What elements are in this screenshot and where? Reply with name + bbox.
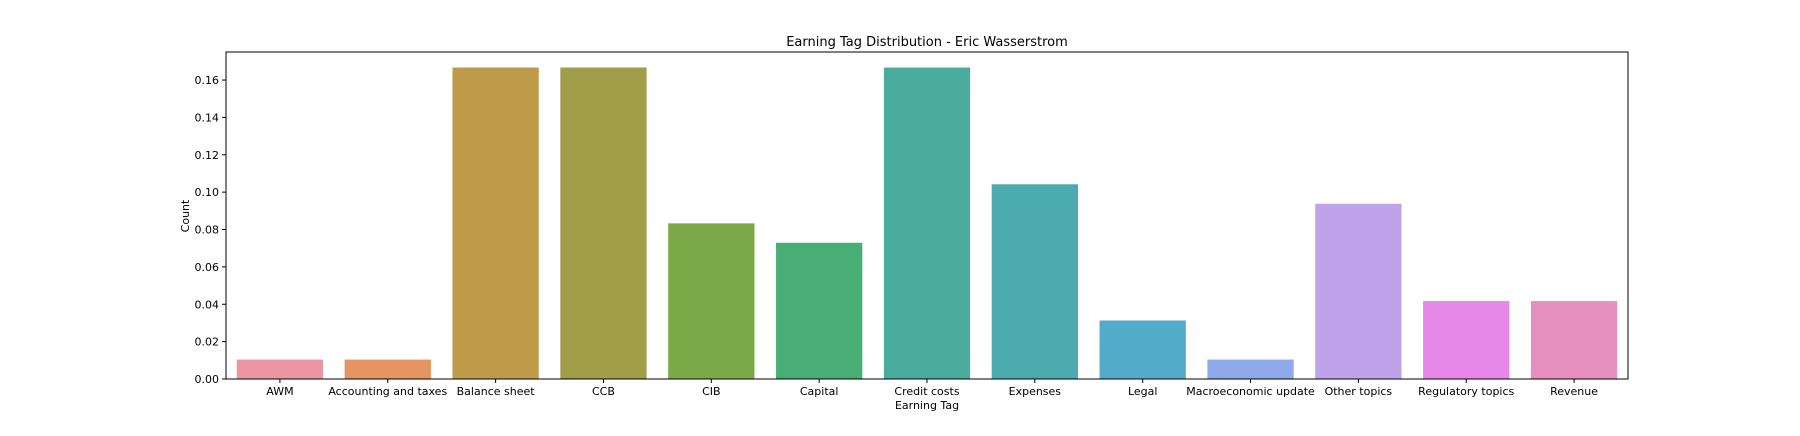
x-tick-label: Balance sheet <box>457 385 536 398</box>
y-tick-label: 0.08 <box>195 224 220 237</box>
bar-2 <box>452 67 539 379</box>
y-tick-label: 0.00 <box>195 373 220 386</box>
bar-5 <box>776 242 863 379</box>
plot-frame <box>225 51 1629 380</box>
x-tick-label: Revenue <box>1550 385 1598 398</box>
bar-12 <box>1530 301 1618 379</box>
x-tick-label: Credit costs <box>894 385 959 398</box>
x-tick-label: Regulatory topics <box>1418 385 1514 398</box>
x-tick-label: Legal <box>1128 385 1157 398</box>
x-tick-label: Expenses <box>1009 385 1062 398</box>
bar-4 <box>668 223 755 379</box>
chart-title: Earning Tag Distribution - Eric Wasserst… <box>786 35 1068 50</box>
bar-8 <box>1099 320 1186 379</box>
x-tick-label: CIB <box>702 385 720 398</box>
x-axis-title: Earning Tag <box>895 399 959 412</box>
bars-group <box>236 67 1618 379</box>
bar-6 <box>883 67 971 379</box>
y-axis: 0.00 0.02 0.04 0.06 0.08 0.10 0.12 0.14 0.16 <box>195 74 226 386</box>
bar-10 <box>1315 203 1402 379</box>
y-tick-label: 0.14 <box>195 111 220 124</box>
bar-11 <box>1423 301 1510 379</box>
x-tick-label: Accounting and taxes <box>328 385 447 398</box>
x-tick-label: Macroeconomic update <box>1186 385 1315 398</box>
bar-7 <box>991 184 1078 379</box>
bar-3 <box>560 67 647 379</box>
y-tick-label: 0.12 <box>195 149 220 162</box>
bar-9 <box>1207 359 1294 379</box>
x-tick-label: Capital <box>800 385 839 398</box>
y-tick-label: 0.16 <box>195 74 220 87</box>
x-axis: AWM Accounting and taxes Balance sheet CCB C… <box>266 379 1598 398</box>
y-tick-label: 0.06 <box>195 261 220 274</box>
x-tick-label: CCB <box>592 385 615 398</box>
y-tick-label: 0.04 <box>195 298 220 311</box>
y-tick-label: 0.02 <box>195 336 220 349</box>
x-tick-label: Other topics <box>1325 385 1393 398</box>
bar-1 <box>344 359 431 379</box>
y-tick-label: 0.10 <box>195 186 220 199</box>
x-tick-label: AWM <box>266 385 293 398</box>
bar-0 <box>236 359 324 379</box>
y-axis-title: Count <box>179 199 192 232</box>
